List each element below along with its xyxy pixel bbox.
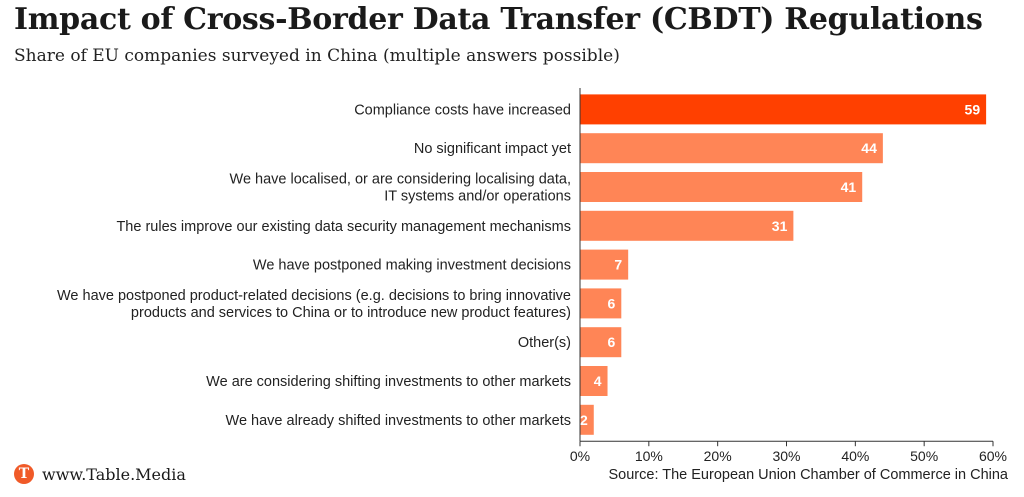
data-label-5: 6 [608,295,616,311]
bar-2 [580,172,863,202]
category-label-0: Compliance costs have increased [354,102,571,118]
bar-5 [580,288,622,319]
category-label-6: Other(s) [518,335,571,351]
category-label-4: We have postponed making investment deci… [253,258,571,274]
data-label-2: 41 [841,179,857,195]
bar-6 [580,327,622,358]
x-tick-label-0: 0% [570,448,590,464]
bar-0 [580,94,987,125]
brand-name: www.Table.Media [42,464,186,484]
category-label-5: We have postponed product-related decisi… [57,288,571,321]
x-tick-label-5: 50% [910,448,938,464]
data-label-8: 2 [580,412,588,428]
data-label-3: 31 [772,218,788,234]
category-label-3: The rules improve our existing data secu… [116,219,571,235]
source-note: Source: The European Union Chamber of Co… [608,467,1009,483]
brand-logo: T www.Table.Media [14,464,186,484]
x-tick-label-6: 60% [979,448,1007,464]
data-label-4: 7 [614,257,622,273]
bar-7 [580,366,608,396]
x-tick-label-3: 30% [772,448,800,464]
chart-subtitle: Share of EU companies surveyed in China … [14,46,620,66]
category-label-7: We are considering shifting investments … [206,374,571,390]
bar-4 [580,249,629,280]
x-tick-label-4: 40% [841,448,869,464]
category-label-8: We have already shifted investments to o… [226,413,571,429]
x-tick-label-1: 10% [635,448,663,464]
bar-8 [580,404,594,435]
bar-3 [580,210,794,241]
data-label-0: 59 [965,101,981,117]
data-label-7: 4 [594,373,602,389]
data-label-1: 44 [861,140,877,156]
category-label-2: We have localised, or are considering lo… [230,172,571,205]
category-label-1: No significant impact yet [414,141,571,157]
x-tick-label-2: 20% [704,448,732,464]
table-media-logo-icon: T [14,464,34,484]
data-label-6: 6 [608,334,616,350]
bar-1 [580,133,883,164]
chart-title: Impact of Cross-Border Data Transfer (CB… [14,2,983,37]
